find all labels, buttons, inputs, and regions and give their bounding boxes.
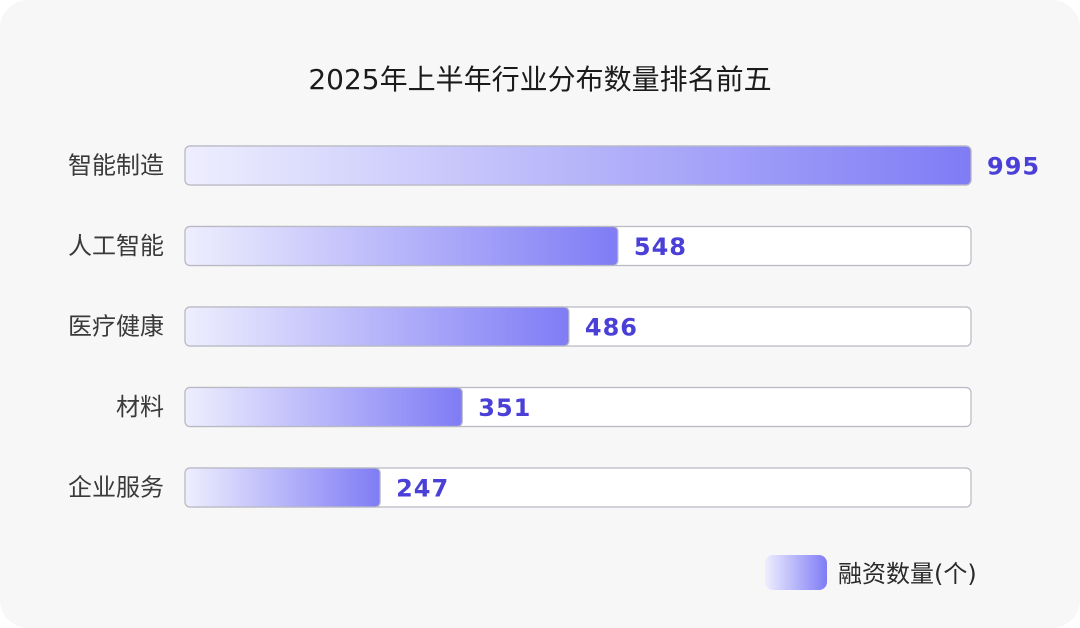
legend-swatch	[765, 555, 827, 590]
category-label: 企业服务	[68, 474, 164, 502]
chart-title: 2025年上半年行业分布数量排名前五	[308, 63, 771, 96]
bar-row: 医疗健康 486	[68, 306, 972, 347]
bar-row: 企业服务 247	[68, 467, 972, 508]
bar-row: 智能制造 995	[68, 145, 1040, 186]
category-label: 人工智能	[68, 232, 164, 260]
category-label: 智能制造	[68, 152, 164, 180]
bar-row: 人工智能 548	[68, 225, 972, 267]
value-label: 351	[478, 394, 531, 422]
category-label: 医疗健康	[68, 313, 164, 341]
bar	[184, 145, 972, 186]
bar	[184, 225, 619, 267]
bars-layer: 智能制造 995 人工智能 548 医疗健康 486 材料 351 企业服务 247	[68, 145, 1040, 508]
bar-row: 材料 351	[116, 386, 972, 428]
legend-label: 融资数量(个)	[838, 560, 977, 588]
category-label: 材料	[116, 393, 164, 421]
bar	[184, 467, 381, 508]
legend: 融资数量(个)	[765, 555, 977, 590]
bar	[184, 306, 570, 347]
value-label: 247	[396, 475, 449, 503]
value-label: 548	[634, 233, 687, 261]
value-label: 486	[585, 314, 638, 342]
bar	[184, 386, 463, 428]
value-label: 995	[987, 153, 1040, 181]
